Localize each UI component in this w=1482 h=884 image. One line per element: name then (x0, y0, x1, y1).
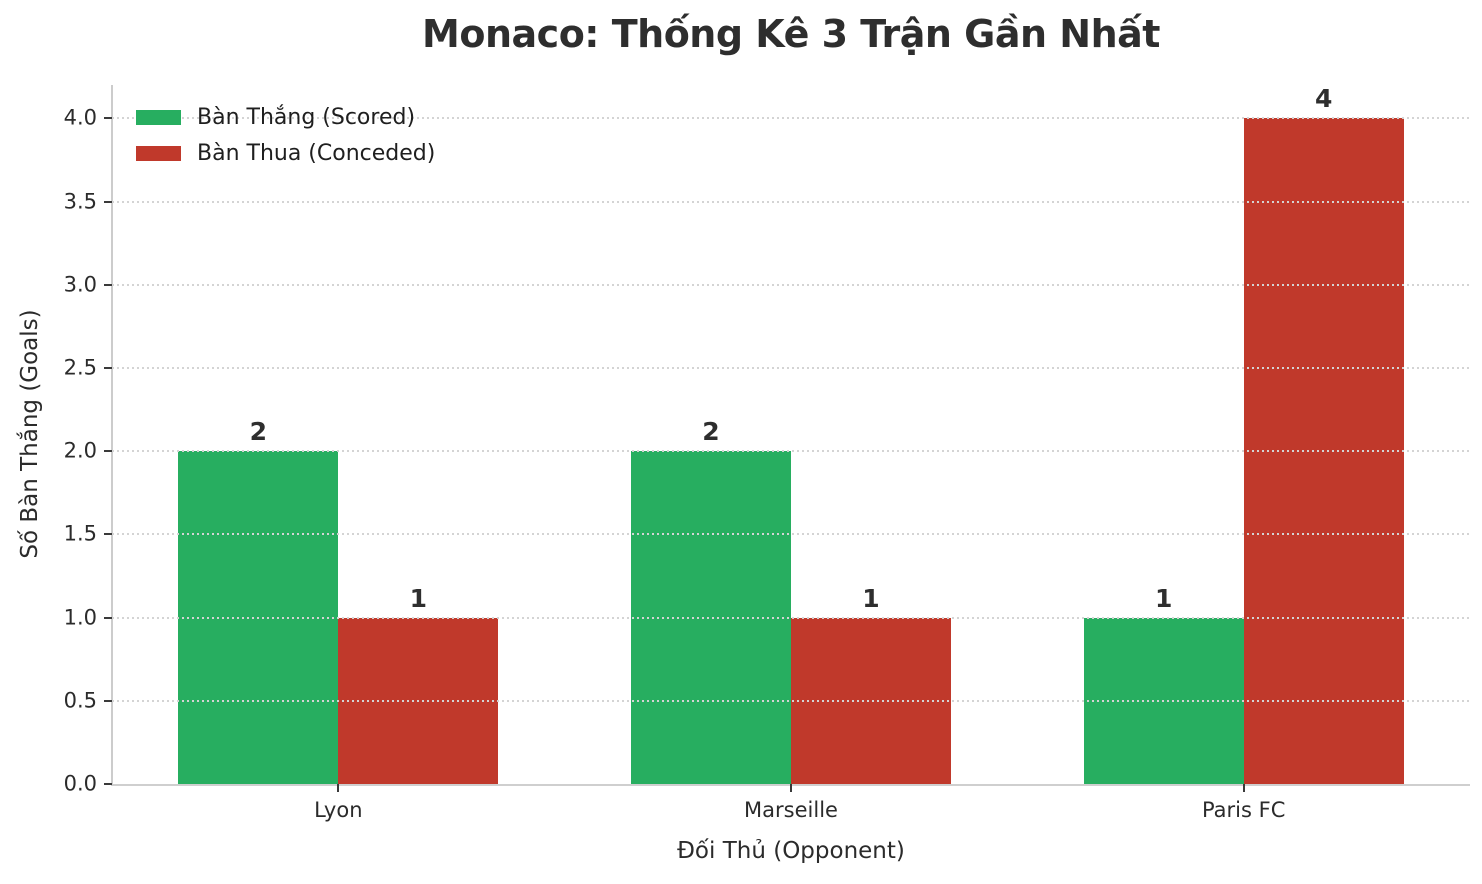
legend-label-scored: Bàn Thắng (Scored) (197, 105, 416, 130)
x-tick-label-lyon: Lyon (314, 798, 363, 822)
y-tick-label: 1.5 (63, 521, 97, 546)
legend-swatch-conceded (136, 146, 181, 161)
bar-value-scored-paris-fc: 1 (1154, 583, 1173, 613)
y-tick-label: 1.0 (63, 605, 97, 630)
gridline (112, 450, 1470, 453)
y-tick-label: 0.5 (63, 688, 97, 713)
x-tick-mark (337, 784, 340, 792)
gridline (112, 366, 1470, 369)
x-tick-label-marseille: Marseille (744, 798, 838, 822)
x-tick-mark (790, 784, 792, 792)
x-tick-mark (1242, 784, 1245, 792)
y-tick-label: 2.5 (63, 355, 97, 380)
chart-title: Monaco: Thống Kê 3 Trận Gần Nhất (422, 12, 1160, 56)
plot-area: Bàn Thắng (Scored) Bàn Thua (Conceded) 0… (64, 84, 1470, 822)
y-tick-label: 0.0 (63, 771, 97, 796)
gridline (112, 117, 1470, 120)
y-tick-label: 3.5 (63, 189, 97, 214)
gridline (112, 616, 1470, 619)
x-tick-label-paris-fc: Paris FC (1201, 798, 1286, 822)
y-tick-mark (104, 366, 112, 369)
y-tick-mark (104, 533, 112, 536)
gridline (112, 283, 1470, 286)
y-tick-mark (104, 200, 112, 203)
y-tick-mark (104, 450, 112, 453)
y-tick-mark (104, 283, 112, 286)
y-tick-label: 3.0 (63, 272, 97, 297)
legend-swatch-scored (136, 110, 181, 125)
y-axis-title: Số Bàn Thắng (Goals) (17, 309, 43, 559)
y-tick-label: 2.0 (63, 438, 97, 463)
gridline (112, 200, 1470, 203)
y-axis-spine (111, 85, 113, 784)
bar-value-scored-marseille: 2 (702, 417, 720, 447)
x-axis-title: Đối Thủ (Opponent) (677, 838, 905, 864)
gridline (112, 533, 1470, 536)
y-tick-mark (104, 699, 112, 702)
y-tick-mark (104, 783, 112, 785)
legend-item-scored: Bàn Thắng (Scored) (136, 101, 435, 134)
y-tick-mark (104, 616, 112, 619)
bar-value-conceded-lyon: 1 (409, 583, 428, 613)
legend-item-conceded: Bàn Thua (Conceded) (136, 137, 435, 170)
bar-value-conceded-paris-fc: 4 (1314, 84, 1333, 114)
y-tick-mark (104, 117, 112, 120)
legend: Bàn Thắng (Scored) Bàn Thua (Conceded) (136, 101, 435, 170)
legend-label-conceded: Bàn Thua (Conceded) (197, 141, 436, 166)
gridline (112, 699, 1470, 702)
bar-value-conceded-marseille: 1 (862, 583, 880, 613)
bar-value-scored-lyon: 2 (249, 417, 268, 447)
y-tick-label: 4.0 (63, 105, 97, 130)
